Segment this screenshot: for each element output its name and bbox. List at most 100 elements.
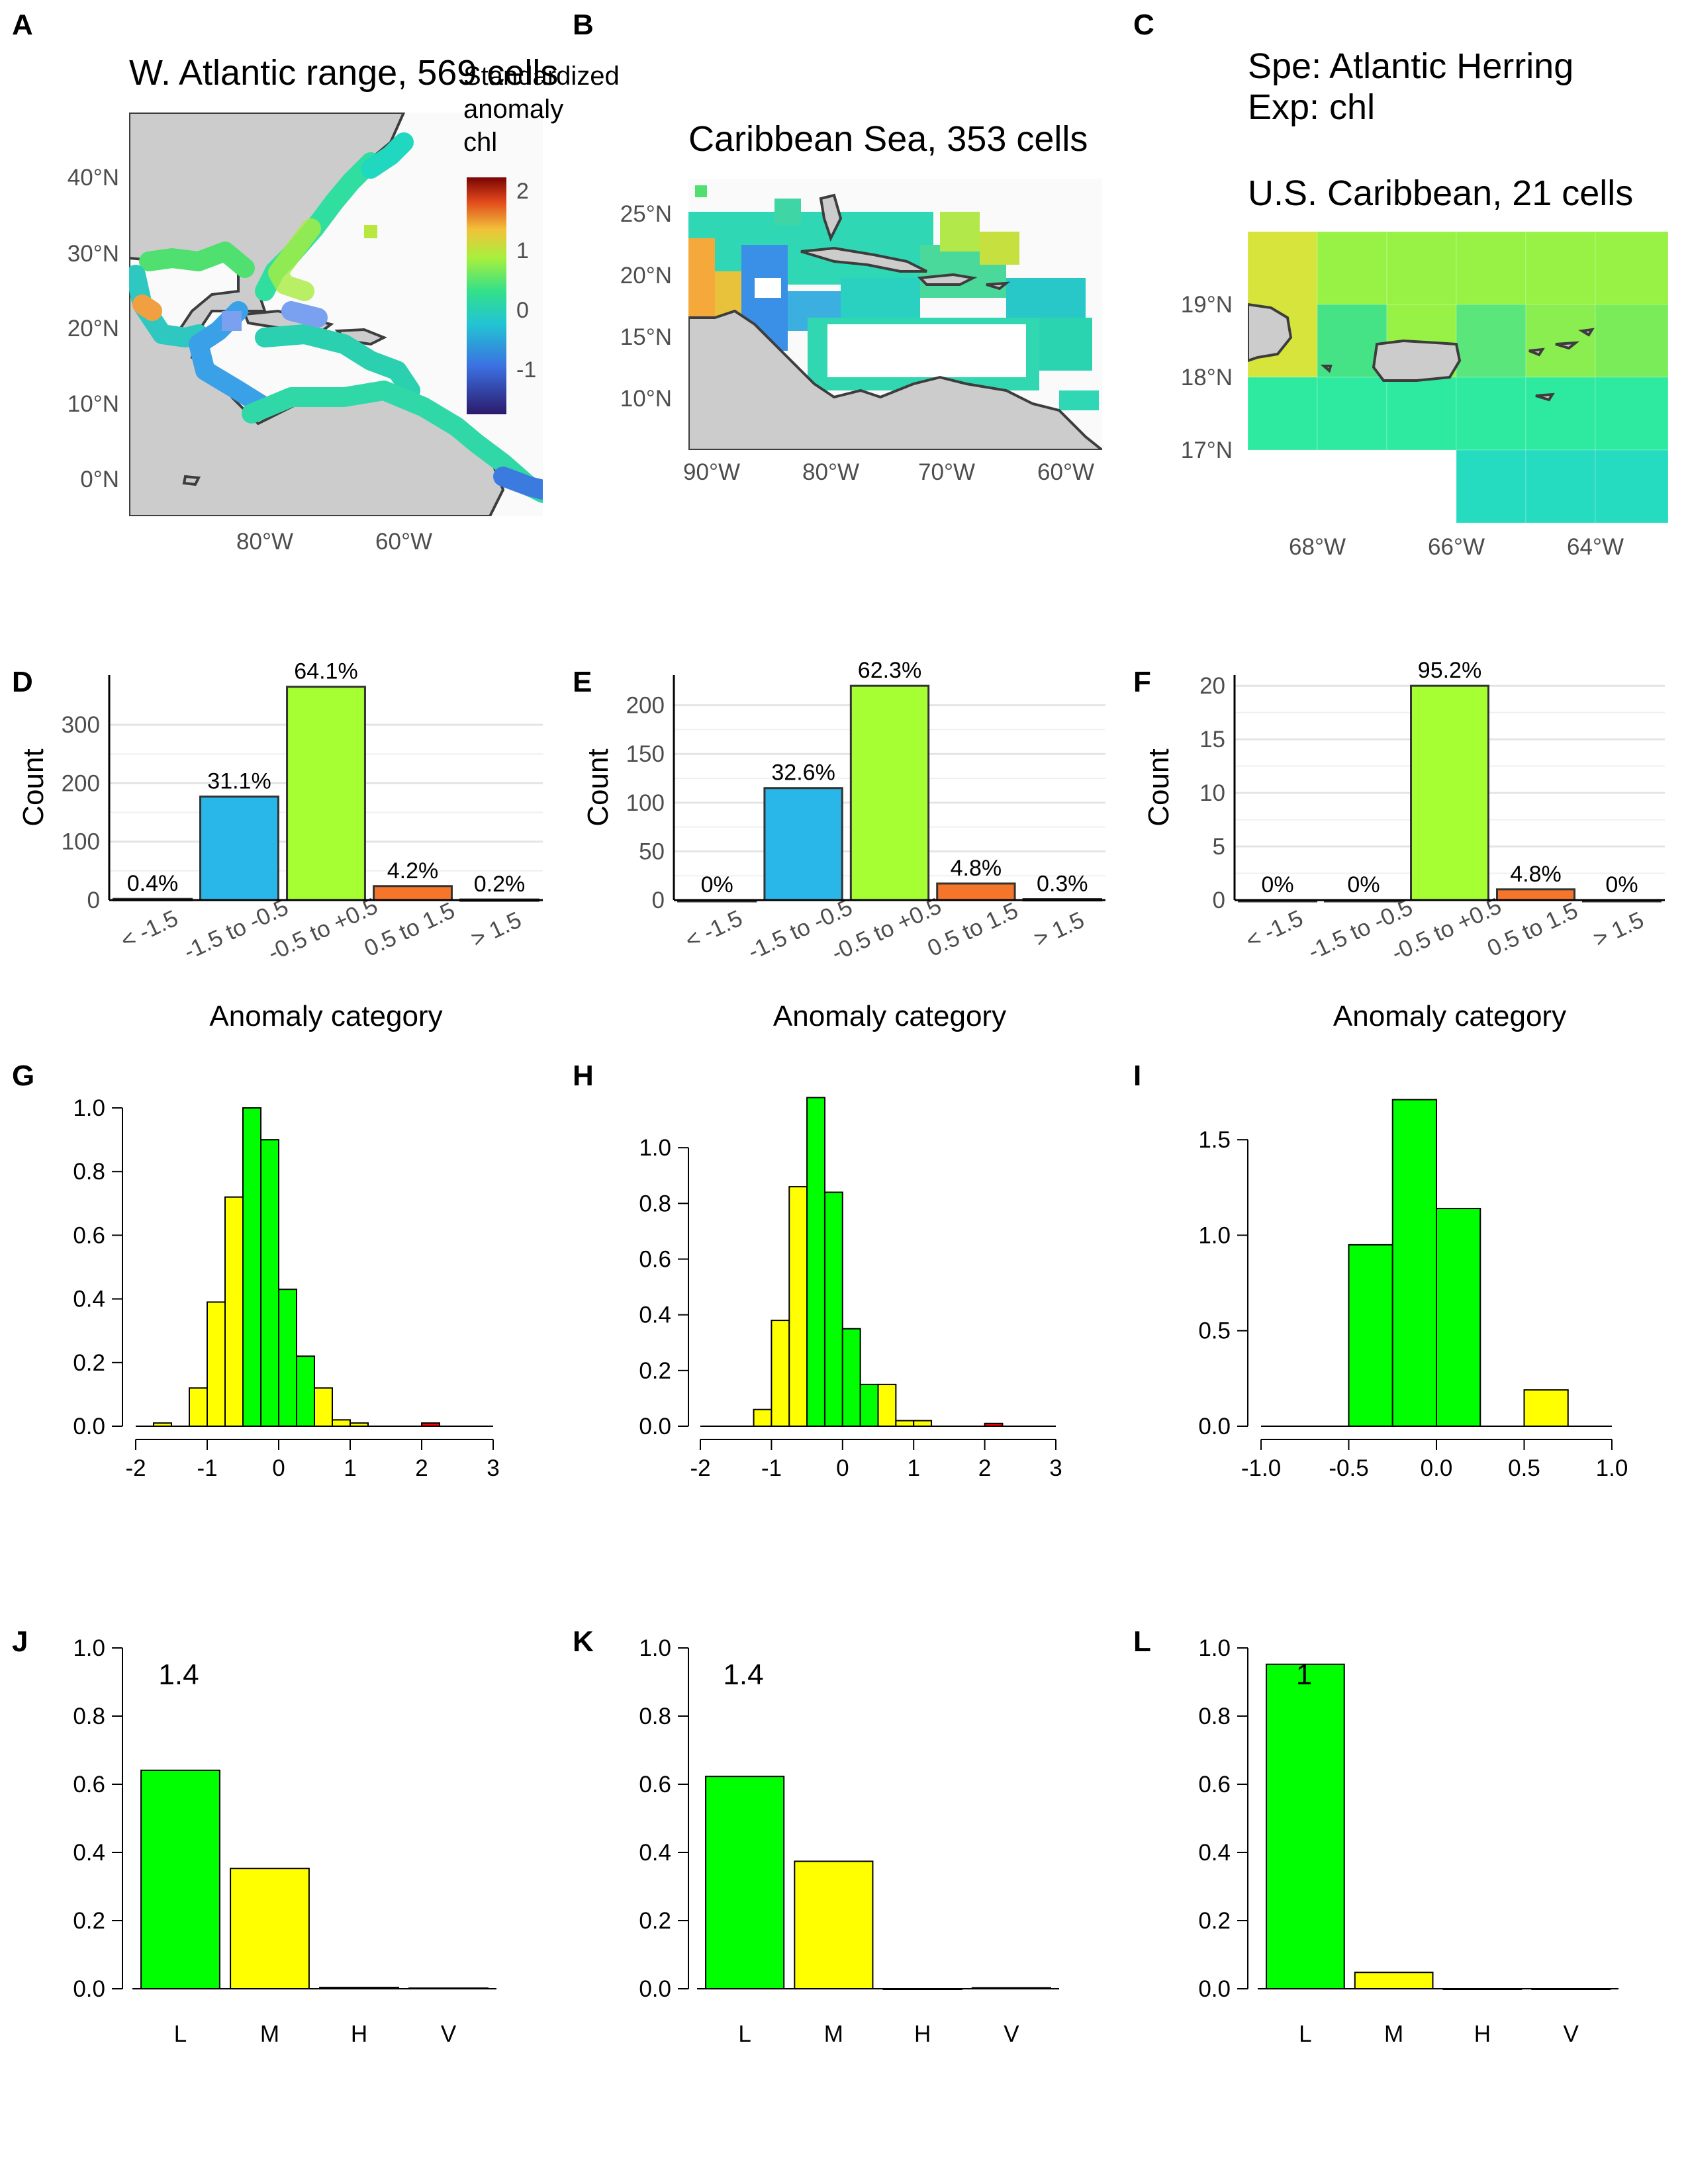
- bar: [1354, 1972, 1434, 1990]
- y-tick-label: 15: [1199, 727, 1225, 752]
- bar-value-label: 64.1%: [294, 659, 357, 684]
- chart-g: -2 -1 0 1 2 3 0.0 0.2 0.4 0.6 0.8 1.0: [73, 1095, 499, 1481]
- category-label: > 1.5: [1589, 907, 1648, 952]
- category-label: M: [260, 2021, 279, 2047]
- category-label: < -1.5: [681, 905, 746, 954]
- panel-label-c: C: [1133, 9, 1154, 41]
- x-tick-label: 2: [978, 1455, 991, 1481]
- x-tick-label: 0: [272, 1455, 285, 1481]
- y-tick-label: 0.6: [73, 1772, 105, 1797]
- histogram-bar: [224, 1196, 244, 1427]
- map-c-ytick: 19°N: [1181, 292, 1233, 318]
- x-tick-label: -2: [690, 1455, 710, 1481]
- map-a-xtick: 80°W: [236, 529, 293, 555]
- bar-value-label: 0.3%: [1037, 872, 1088, 897]
- map-b-xtick: 90°W: [683, 459, 740, 485]
- map-c-xtick: 66°W: [1428, 534, 1485, 560]
- histogram-bar: [314, 1387, 333, 1427]
- panel-label-d: D: [12, 666, 33, 698]
- map-b-ytick: 25°N: [620, 201, 672, 227]
- category-label: < -1.5: [1242, 905, 1307, 954]
- panel-label-b: B: [573, 9, 594, 41]
- category-label: H: [1474, 2021, 1491, 2047]
- y-tick-label: 1.0: [73, 1095, 105, 1121]
- y-tick-label: 150: [626, 741, 665, 767]
- x-tick-label: 0.5: [1508, 1455, 1540, 1481]
- map-b-xaxis: 90°W 80°W 70°W 60°W: [683, 459, 1094, 485]
- category-label: V: [1563, 2021, 1579, 2047]
- bar: [794, 1860, 874, 1989]
- histogram-bar: [278, 1289, 297, 1427]
- legend-colorbar: [467, 177, 506, 414]
- y-tick-label: 5: [1213, 834, 1225, 860]
- y-tick-label: 200: [626, 693, 665, 719]
- histogram-bar: [207, 1301, 226, 1428]
- bar: [936, 882, 1016, 901]
- map-a-ytick: 30°N: [68, 241, 119, 267]
- y-tick-label: 1.0: [639, 1635, 671, 1661]
- y-tick-label: 0.8: [73, 1159, 105, 1185]
- y-tick-label: 1.0: [1198, 1222, 1231, 1248]
- panel-label-f: F: [1133, 666, 1151, 698]
- bar: [763, 787, 843, 901]
- histogram-bar: [1436, 1208, 1481, 1427]
- category-label: L: [1299, 2021, 1311, 2047]
- map-b-yaxis: 25°N 20°N 15°N 10°N: [620, 201, 672, 412]
- y-tick-label: 0.0: [639, 1976, 671, 2002]
- x-axis-title: Anomaly category: [1333, 1000, 1566, 1032]
- y-tick-label: 0.6: [639, 1772, 671, 1797]
- bar-value-label: 0.4%: [127, 871, 179, 896]
- legend-title-line: Standardized: [463, 62, 620, 91]
- x-tick-label: 3: [1049, 1455, 1062, 1481]
- bar: [1496, 888, 1575, 901]
- y-tick-label: 0.2: [73, 1908, 105, 1934]
- category-label: L: [174, 2021, 187, 2047]
- map-b-nodata: [755, 278, 781, 298]
- map-a-xaxis: 80°W 60°W: [236, 529, 432, 555]
- map-c-ytick: 17°N: [1181, 437, 1233, 463]
- y-tick-label: 0.8: [639, 1191, 671, 1216]
- exposure-score-annotation: 1.4: [723, 1659, 763, 1691]
- y-tick-label: 0.0: [73, 1414, 105, 1439]
- map-c-xtick: 68°W: [1289, 534, 1346, 560]
- bar-value-label: 0%: [701, 872, 733, 897]
- y-tick-label: 1.0: [73, 1635, 105, 1661]
- chart-i: -1.0 -0.5 0.0 0.5 1.0 0.0 0.5 1.0 1.5: [1198, 1099, 1628, 1481]
- y-axis-title: Count: [582, 749, 614, 826]
- y-tick-label: 0.2: [639, 1358, 671, 1384]
- y-tick-label: 1.5: [1198, 1127, 1231, 1153]
- x-tick-label: 0.0: [1421, 1455, 1453, 1481]
- legend-tick: -1: [516, 357, 536, 383]
- category-label: < -1.5: [117, 905, 181, 954]
- map-c-land: [1248, 302, 1595, 402]
- exposure-score-annotation: 1: [1296, 1659, 1312, 1691]
- histogram-bar: [1348, 1244, 1393, 1428]
- x-tick-label: -0.5: [1329, 1455, 1368, 1481]
- bar-value-label: 32.6%: [771, 760, 835, 786]
- map-c-xaxis: 68°W 66°W 64°W: [1289, 534, 1624, 560]
- histogram-bar: [332, 1419, 351, 1427]
- bar: [705, 1776, 785, 1990]
- panel-label-h: H: [573, 1060, 594, 1092]
- y-tick-label: 0.0: [639, 1414, 671, 1439]
- bar-value-label: 4.2%: [387, 858, 439, 884]
- x-tick-label: 3: [487, 1455, 499, 1481]
- bar: [849, 684, 930, 901]
- bar-value-label: 0%: [1261, 872, 1293, 897]
- map-a-offshore-cell: [364, 225, 377, 238]
- bar-value-label: 62.3%: [858, 658, 921, 683]
- legend-title-line: chl: [463, 128, 497, 157]
- y-tick-label: 0.2: [639, 1908, 671, 1934]
- bar-value-label: 31.1%: [207, 769, 271, 794]
- exposure-line: Exp: chl: [1248, 87, 1375, 127]
- map-c-title: U.S. Caribbean, 21 cells: [1248, 173, 1633, 213]
- panel-label-e: E: [573, 666, 592, 698]
- y-tick-label: 1.0: [639, 1135, 671, 1161]
- bar-value-label: 0%: [1347, 872, 1380, 897]
- y-tick-label: 0.2: [1198, 1908, 1231, 1934]
- y-tick-label: 0.2: [73, 1350, 105, 1376]
- y-tick-label: 0.8: [73, 1704, 105, 1729]
- bar: [199, 796, 279, 901]
